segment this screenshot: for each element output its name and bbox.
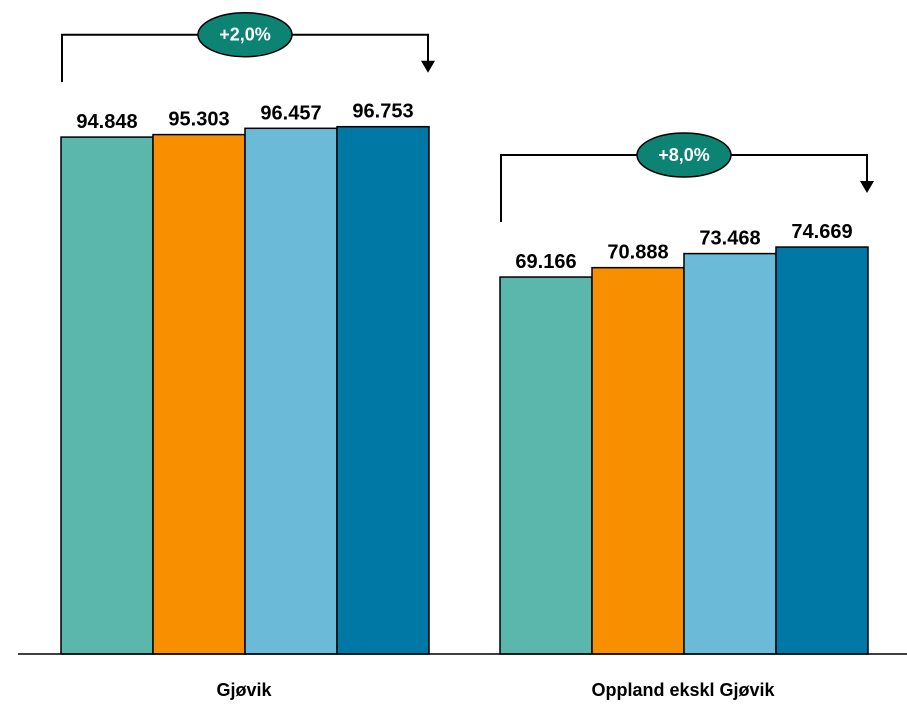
growth-annotation-1: +8,0% — [500, 132, 874, 223]
value-label-0-1: 95.303 — [168, 109, 229, 131]
value-label-0-2: 96.457 — [260, 102, 321, 124]
bars-layer — [60, 125, 869, 655]
value-label-0-0: 94.848 — [76, 111, 137, 133]
bar-1-3 — [775, 246, 869, 655]
value-labels-layer: 94.848 95.303 96.457 96.753 69.166 70.888 73.4… — [76, 101, 852, 273]
growth-arrowhead-0 — [421, 60, 435, 73]
annotations-layer: +2,0% +8,0% — [61, 11, 874, 223]
bar-0-0 — [60, 136, 154, 655]
category-label-1: Oppland ekskl Gjøvik — [591, 680, 775, 700]
growth-annotation-0: +2,0% — [61, 11, 435, 83]
value-label-1-1: 70.888 — [607, 242, 668, 264]
growth-badge-1 — [636, 132, 732, 178]
bar-0-3 — [336, 125, 430, 655]
value-label-1-2: 73.468 — [699, 228, 760, 250]
bar-0-2 — [244, 127, 338, 655]
value-label-1-3: 74.669 — [791, 221, 852, 243]
growth-badge-text-1: +8,0% — [658, 145, 710, 165]
category-labels-layer: Gjøvik Oppland ekskl Gjøvik — [216, 680, 775, 700]
bar-1-0 — [499, 276, 593, 655]
value-label-1-0: 69.166 — [515, 251, 576, 273]
value-label-0-3: 96.753 — [352, 101, 413, 123]
bar-1-1 — [591, 266, 685, 655]
category-label-0: Gjøvik — [216, 680, 272, 700]
growth-badge-0 — [197, 11, 293, 58]
bar-1-2 — [683, 252, 777, 655]
growth-arrowhead-1 — [860, 181, 874, 194]
bar-0-1 — [152, 133, 246, 655]
growth-badge-text-0: +2,0% — [219, 25, 271, 45]
